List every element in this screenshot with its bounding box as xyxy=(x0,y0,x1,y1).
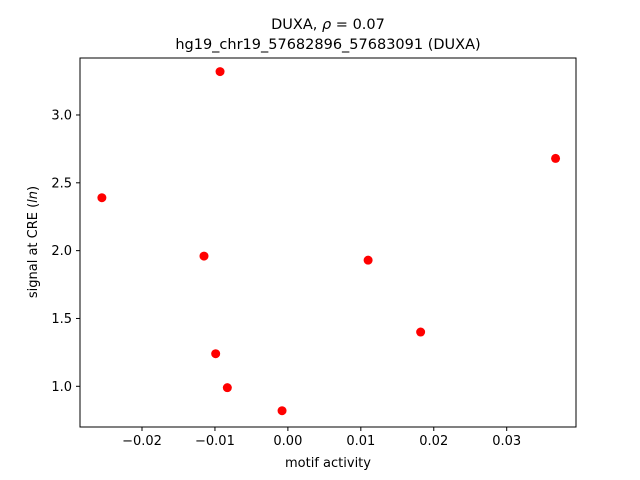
plot-frame xyxy=(79,57,577,428)
data-point xyxy=(416,327,426,337)
data-point xyxy=(199,251,209,261)
data-point xyxy=(211,349,221,359)
data-point xyxy=(215,67,225,77)
y-tick-label: 2.0 xyxy=(51,244,72,259)
x-tick-label: 0.01 xyxy=(346,434,375,449)
x-tick-label: 0.00 xyxy=(273,434,302,449)
x-tick-label: −0.02 xyxy=(122,434,162,449)
y-tick-label: 1.0 xyxy=(51,380,72,395)
chart-title-line-2: hg19_chr19_57682896_57683091 (DUXA) xyxy=(175,37,480,53)
data-point xyxy=(222,383,232,393)
x-axis: −0.02 −0.01 0.00 0.01 0.02 0.03 xyxy=(122,427,521,449)
x-tick-label: −0.01 xyxy=(195,434,235,449)
x-tick-label: 0.03 xyxy=(492,434,521,449)
x-axis-label: motif activity xyxy=(285,456,371,471)
x-tick-label: 0.02 xyxy=(419,434,448,449)
y-tick-label: 2.5 xyxy=(51,176,72,191)
chart-title-line-1: DUXA, ρ = 0.07 xyxy=(271,17,385,33)
data-point xyxy=(363,255,373,265)
data-point xyxy=(97,193,107,203)
y-axis-label: signal at CRE (ln) xyxy=(26,186,41,298)
y-tick-label: 3.0 xyxy=(51,108,72,123)
y-tick-label: 1.5 xyxy=(51,312,72,327)
data-point xyxy=(277,406,287,416)
data-point xyxy=(551,153,561,163)
plot-area xyxy=(97,67,561,416)
y-axis: 1.0 1.5 2.0 2.5 3.0 xyxy=(51,108,80,395)
